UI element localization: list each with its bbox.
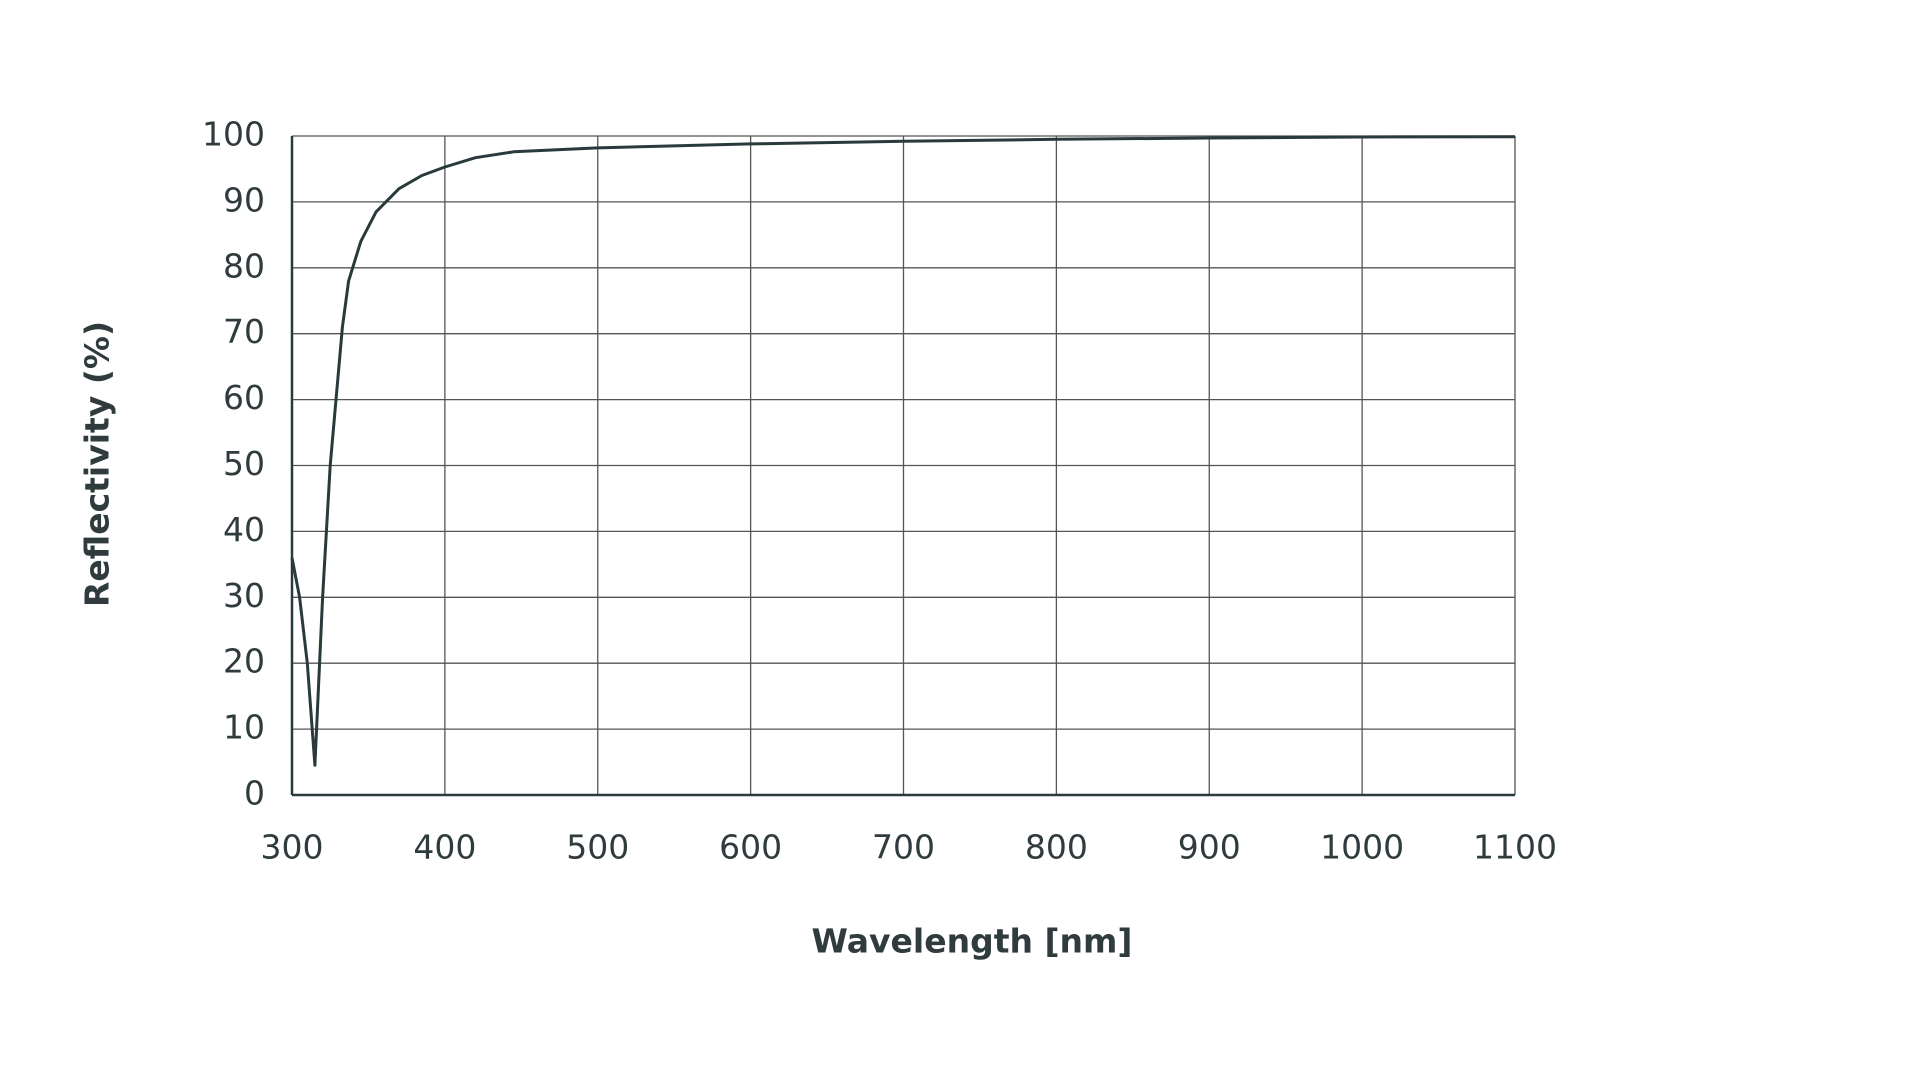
y-tick-label: 30 — [223, 576, 265, 615]
x-tick-label: 900 — [1178, 828, 1241, 867]
x-tick-label: 1000 — [1320, 828, 1404, 867]
y-tick-label: 100 — [202, 115, 265, 154]
y-tick-label: 40 — [223, 510, 265, 549]
y-axis-label: Reflectivity (%) — [78, 321, 117, 607]
y-tick-label: 90 — [223, 180, 265, 219]
x-tick-label: 500 — [566, 828, 629, 867]
x-tick-label: 800 — [1025, 828, 1088, 867]
x-tick-label: 1100 — [1473, 828, 1557, 867]
y-tick-label: 20 — [223, 642, 265, 681]
y-tick-label: 80 — [223, 246, 265, 285]
y-tick-label: 50 — [223, 444, 265, 483]
x-tick-label: 600 — [719, 828, 782, 867]
x-tick-label: 300 — [261, 828, 324, 867]
data-line — [290, 135, 1516, 767]
x-tick-label: 400 — [413, 828, 476, 867]
x-axis-label: Wavelength [nm] — [812, 922, 1133, 961]
y-tick-label: 10 — [223, 708, 265, 747]
y-tick-label: 60 — [223, 378, 265, 417]
x-tick-label: 700 — [872, 828, 935, 867]
y-tick-label: 70 — [223, 312, 265, 351]
y-tick-label: 0 — [244, 774, 265, 813]
